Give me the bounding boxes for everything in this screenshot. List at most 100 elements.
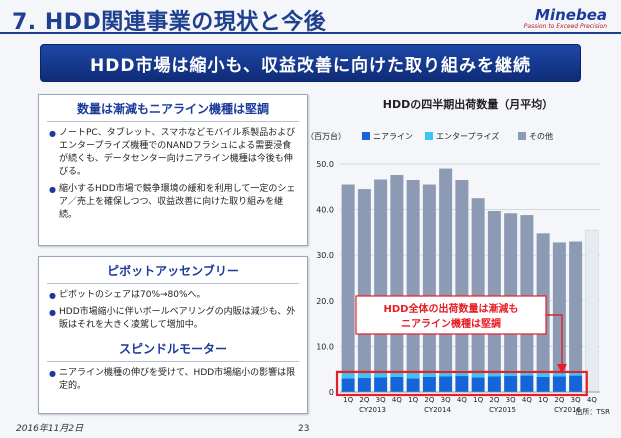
bar-segment-1 <box>406 372 420 379</box>
components-summary-box: ピボットアッセンブリー ● ピボットのシェアは70%→80%へ。 ● HDD市場… <box>38 256 308 414</box>
chart-annotation: HDD全体の出荷数量は漸減も ニアライン機種は堅調 <box>355 295 567 374</box>
x-tick-label: 3Q <box>571 396 581 404</box>
annotation-line-1: HDD全体の出荷数量は漸減も <box>384 302 519 315</box>
bullet-text: HDD市場縮小に伴いボールベアリングの内販は減少も、外販はそれを大きく凌駕して増… <box>59 307 296 330</box>
bar-segment-1 <box>455 370 469 377</box>
x-year-label: CY2013 <box>359 406 386 414</box>
chart-source: 出所：TSR <box>575 407 610 416</box>
bullet-dot-icon: ● <box>49 129 56 138</box>
y-tick-label: 50.0 <box>316 160 334 169</box>
bar-segment-1 <box>390 371 404 377</box>
bullet-dot-icon: ● <box>49 291 56 300</box>
bullet-dot-icon: ● <box>49 308 56 317</box>
x-tick-label: 2Q <box>489 396 499 404</box>
bar-segment-2 <box>504 213 518 371</box>
legend-label-0: ニアライン <box>373 132 413 141</box>
y-tick-label: 30.0 <box>316 251 334 260</box>
heading-divider <box>47 121 299 122</box>
chart-title: HDDの四半期出荷数量（月平均） <box>383 97 553 111</box>
bar-segment-0 <box>520 375 534 392</box>
bullet-item: ● ニアライン機種の伸びを受けて、HDD市場縮小の影響は限定的。 <box>49 367 299 393</box>
bar-segment-0 <box>390 376 404 392</box>
bar-segment-2 <box>406 179 420 373</box>
title-divider <box>0 32 621 34</box>
bar-segment-2 <box>374 179 388 372</box>
bar-segment-0 <box>357 377 371 392</box>
bar-segment-0 <box>455 376 469 392</box>
bar-segment-2 <box>552 242 566 372</box>
y-tick-label: 40.0 <box>316 206 334 215</box>
x-tick-label: 3Q <box>376 396 386 404</box>
bar-segment-2 <box>455 179 469 371</box>
bar-segment-0 <box>552 376 566 392</box>
bar-segment-0 <box>487 376 501 392</box>
footer-date: 2016年11月2日 <box>16 424 84 434</box>
x-tick-label: 4Q <box>392 396 402 404</box>
volume-summary-box: 数量は漸減もニアライン機種は堅調 ● ノートPC、タブレット、スマホなどモバイル… <box>38 94 308 246</box>
bullet-text: 縮小するHDD市場で競争環境の緩和を利用して一定のシェア／売上を確保しつつ、収益… <box>59 184 296 220</box>
bar-segment-1 <box>439 370 453 377</box>
bar-segment-0 <box>504 376 518 392</box>
y-tick-label: 10.0 <box>316 342 334 351</box>
y-axis-label: （百万台） <box>306 131 346 141</box>
chart-bars <box>340 168 600 393</box>
bar-segment-1 <box>569 370 583 376</box>
chart-legend: ニアライン エンタープライズ その他 <box>362 131 553 141</box>
x-tick-label: 1Q <box>343 396 353 404</box>
x-tick-label: 4Q <box>522 396 532 404</box>
bar-segment-2 <box>357 189 371 373</box>
bar-segment-1 <box>422 371 436 377</box>
bar-forecast <box>585 229 599 393</box>
logo-name: Minebea <box>535 6 607 24</box>
bar-segment-1 <box>487 371 501 377</box>
bullet-dot-icon: ● <box>49 369 56 378</box>
pivot-heading: ピボットアッセンブリー <box>107 264 239 278</box>
bar-segment-2 <box>390 174 404 372</box>
x-tick-label: 1Q <box>408 396 418 404</box>
bar-segment-1 <box>536 371 550 377</box>
bar-segment-2 <box>422 184 436 372</box>
bullet-text: ノートPC、タブレット、スマホなどモバイル系製品およびエンタープライズ機種でのN… <box>59 128 296 177</box>
bar-segment-2 <box>487 210 501 372</box>
bullet-text: ピボットのシェアは70%→80%へ。 <box>59 290 206 300</box>
bar-segment-0 <box>536 376 550 392</box>
bar-segment-2 <box>569 241 583 371</box>
heading-divider <box>47 283 299 284</box>
bar-segment-1 <box>374 371 388 378</box>
bar-segment-0 <box>422 376 436 392</box>
bar-segment-0 <box>439 376 453 392</box>
x-axis-ticks: 1Q 2Q 3Q 4Q 1Q 2Q 3Q 4Q 1Q 2Q 3Q 4Q 1Q 2Q 3Q 4Q CY2013 CY… <box>343 396 597 414</box>
legend-label-1: エンタープライズ <box>436 131 499 141</box>
bar-segment-2 <box>439 168 453 371</box>
company-logo: Minebea Passion to Exceed Precision <box>524 6 607 30</box>
volume-heading: 数量は漸減もニアライン機種は堅調 <box>76 102 269 116</box>
bar-segment-1 <box>357 372 371 378</box>
hdd-shipments-chart: HDDの四半期出荷数量（月平均） （百万台） ニアライン エンタープライズ その他 … <box>306 97 610 416</box>
x-tick-label: 2Q <box>424 396 434 404</box>
x-tick-label: 1Q <box>538 396 548 404</box>
page-title: 7. HDD関連事業の現状と今後 <box>12 10 327 35</box>
x-tick-label: 3Q <box>441 396 451 404</box>
legend-swatch-0 <box>362 132 370 140</box>
bullet-item: ● ピボットのシェアは70%→80%へ。 <box>49 289 299 302</box>
annotation-line-2: ニアライン機種は堅調 <box>401 317 501 330</box>
bullet-dot-icon: ● <box>49 185 56 194</box>
x-year-label: CY2014 <box>424 406 451 414</box>
bar-segment-1 <box>341 372 355 379</box>
bar-segment-2 <box>471 198 485 372</box>
bar-segment-2 <box>520 215 534 371</box>
bar-segment-1 <box>504 370 518 377</box>
page-number: 23 <box>298 424 310 434</box>
bullet-text: ニアライン機種の伸びを受けて、HDD市場縮小の影響は限定的。 <box>59 368 296 391</box>
annotation-arrowhead <box>557 364 567 374</box>
bullet-item: ● HDD市場縮小に伴いボールベアリングの内販は減少も、外販はそれを大きく凌駕し… <box>49 306 299 332</box>
legend-label-2: その他 <box>529 131 553 141</box>
y-axis-ticks: 0 10.0 20.0 30.0 40.0 50.0 <box>316 160 334 397</box>
bar-segment-0 <box>471 377 485 392</box>
annotation-box <box>355 295 547 335</box>
x-tick-label: 4Q <box>587 396 597 404</box>
bar-segment-0 <box>341 378 355 392</box>
spindle-heading: スピンドルモーター <box>118 342 227 356</box>
nearline-highlight-box <box>335 370 588 397</box>
